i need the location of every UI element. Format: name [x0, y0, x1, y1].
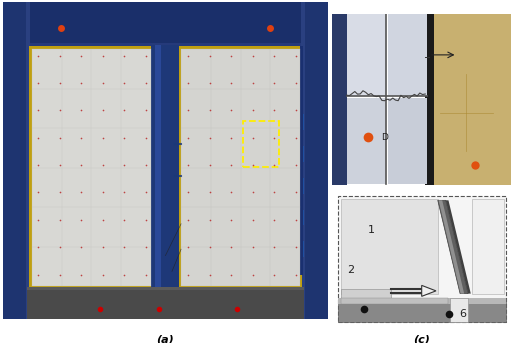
Bar	[151, 45, 180, 289]
Bar	[425, 14, 434, 185]
Bar	[243, 121, 280, 167]
Text: 1: 1	[368, 225, 375, 236]
Polygon shape	[446, 200, 471, 294]
Text: D: D	[381, 133, 387, 142]
Bar	[341, 199, 438, 294]
Polygon shape	[438, 200, 468, 294]
Bar	[430, 14, 511, 185]
Bar	[300, 178, 304, 194]
Bar	[341, 289, 391, 298]
Bar	[388, 98, 427, 184]
Bar	[304, 2, 328, 319]
Bar	[3, 43, 328, 48]
Text: (a): (a)	[156, 335, 174, 343]
Bar	[3, 2, 27, 319]
Text: (b): (b)	[412, 202, 431, 212]
Bar	[3, 2, 328, 45]
Polygon shape	[439, 200, 464, 294]
Text: 2: 2	[347, 265, 354, 275]
Bar	[301, 2, 305, 319]
Bar	[450, 298, 468, 322]
Bar	[388, 14, 427, 96]
Bar	[300, 146, 304, 162]
Polygon shape	[422, 285, 436, 296]
Bar	[471, 199, 504, 294]
Bar	[27, 288, 304, 319]
Bar	[155, 45, 161, 289]
Bar	[300, 46, 303, 274]
Bar	[32, 49, 151, 286]
Bar	[27, 287, 304, 290]
Bar	[347, 98, 386, 184]
Bar	[300, 210, 304, 225]
Bar	[332, 14, 347, 185]
Text: (c): (c)	[413, 335, 430, 343]
Bar	[347, 14, 386, 96]
Bar	[338, 298, 506, 322]
Bar	[338, 298, 506, 304]
Bar	[300, 114, 304, 130]
Bar	[341, 298, 448, 304]
Bar	[300, 241, 304, 257]
Bar	[29, 46, 302, 289]
Bar	[26, 2, 30, 319]
Bar	[181, 49, 300, 286]
Text: 6: 6	[459, 309, 466, 319]
